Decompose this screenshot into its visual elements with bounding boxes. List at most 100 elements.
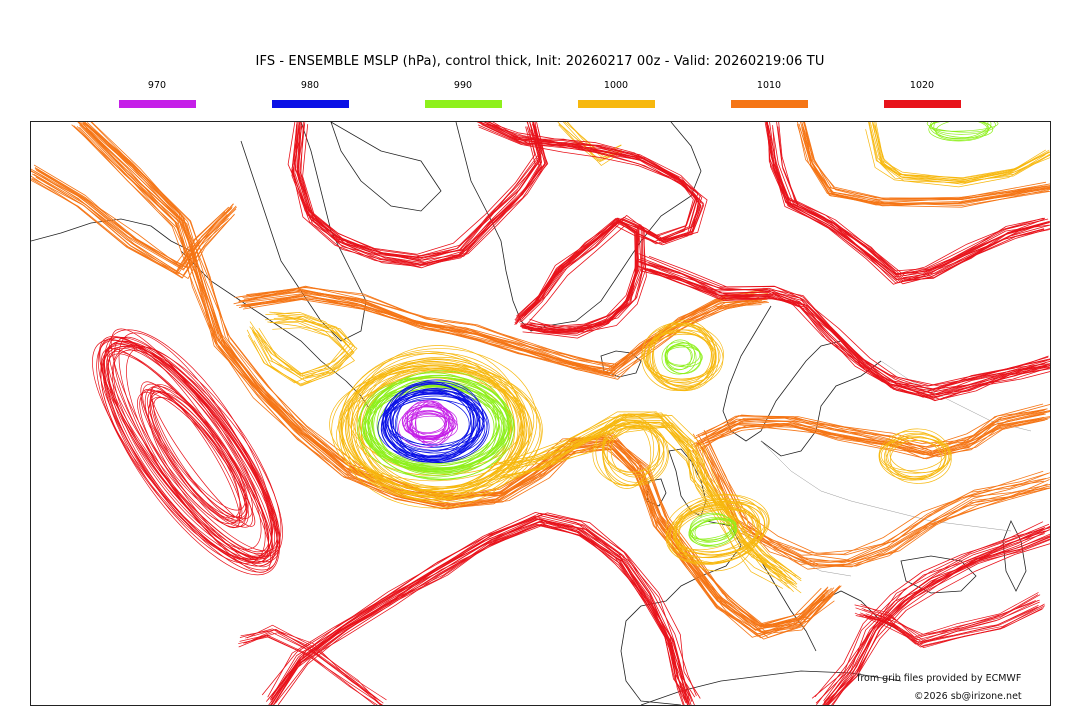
isobar-1020-southeast: [814, 521, 1044, 698]
isobar-1020-greenland-high: [514, 219, 639, 332]
copyright-credit: ©2026 sb@irizone.net: [914, 691, 1022, 702]
isobar-1020-pacific-high: [107, 340, 280, 552]
isobar-1020-canada-high: [294, 128, 542, 267]
isobar-1000-labrador: [257, 320, 354, 383]
isobar-1010-main-band: [78, 122, 832, 626]
isobar-1000-downstream: [501, 424, 790, 589]
coastline-norway: [722, 305, 842, 442]
isobar-1000-atlantic-low: [602, 427, 665, 476]
isobar-1020-mediterranean: [855, 600, 1036, 639]
isobar-1000-northsea-low: [667, 506, 762, 565]
isobar-1020-canada-high: [292, 124, 536, 266]
legend-swatch: [730, 100, 808, 108]
isobar-1000-northsea-low: [675, 508, 760, 556]
isobar-980-iceland-low: [394, 390, 473, 462]
isobar-1020-pacific-high: [110, 328, 274, 568]
isobar-1000-arctic: [875, 122, 1050, 179]
isobar-1020-greenland-north: [486, 123, 702, 244]
legend-swatch: [271, 100, 349, 108]
isobar-1020-azores-inner: [238, 636, 383, 705]
legend-swatch: [118, 100, 196, 108]
isobar-1000-northsea-low: [666, 501, 769, 558]
isobar-1000-atlantic-low: [610, 425, 660, 478]
isobar-1020-scandinavia: [646, 268, 1050, 400]
isobar-1010-north-atlantic: [242, 296, 760, 377]
legend-label: 1000: [603, 80, 629, 91]
isobar-1010-main-band: [80, 122, 833, 628]
isobar-980-iceland-low: [385, 381, 485, 461]
isobar-1020-pacific-high-inner: [140, 381, 241, 529]
isobar-980-iceland-low: [381, 391, 476, 457]
isobar-1020-azores: [273, 523, 689, 705]
legend-swatch: [883, 100, 961, 108]
isobar-1020-southeast: [822, 533, 1045, 705]
isobar-1020-southeast: [823, 536, 1050, 704]
isobar-1000-atlantic-low: [595, 415, 661, 487]
isobar-1020-mediterranean: [865, 608, 1043, 646]
isobar-1020-scandinavia: [638, 260, 1050, 390]
isobar-1000-northsea-low: [665, 494, 770, 559]
isobar-1010-europe: [694, 403, 1044, 444]
isobar-1000-downstream: [490, 411, 781, 574]
isobar-1020-canada-high: [298, 122, 546, 261]
isobar-1000-northsea-low: [672, 505, 748, 551]
isobar-1000-iceland-low: [351, 356, 531, 503]
isobar-1020-pacific-high: [103, 329, 274, 560]
isobar-1020-azores: [272, 524, 690, 705]
isobar-1020-greenland-north: [483, 122, 697, 237]
isobar-1010-europe: [695, 409, 1045, 448]
isobar-1000-iceland-low: [348, 352, 525, 498]
isobar-1020-pacific-high: [113, 336, 269, 564]
isobar-1000-northsea-low: [670, 497, 759, 563]
isobar-1000-north: [566, 122, 622, 156]
isobar-1010-arctic: [799, 127, 1050, 207]
isobar-1020-pacific-high: [100, 344, 280, 576]
isobar-1000-atlantic-low: [592, 422, 668, 486]
isobar-1020-azores-inner: [247, 629, 382, 705]
isobar-1000-russia-low: [885, 440, 946, 480]
legend-item-1010: 1010: [730, 80, 808, 108]
isobar-1010-europe: [691, 413, 1046, 450]
isobar-1010-main-band: [78, 122, 822, 627]
isobar-1020-azores-inner: [245, 628, 381, 702]
isobar-1020-southeast: [831, 535, 1050, 705]
legend-item-970: 970: [118, 80, 196, 108]
isobar-1010-central-europe: [707, 443, 1050, 567]
legend-label: 990: [453, 80, 473, 91]
isobar-1020-mediterranean: [855, 604, 1039, 645]
isobar-1010-arctic: [803, 122, 1050, 205]
isobar-1000-arctic: [872, 123, 1050, 185]
isobar-980-iceland-low: [384, 389, 490, 464]
isobar-1000-russia-low: [883, 432, 952, 484]
isobar-1020-canada-high: [302, 123, 549, 264]
isobar-1020-pacific-high-inner: [139, 389, 247, 528]
isobar-1020-greenland-high: [515, 221, 637, 336]
isobar-1020-azores: [277, 520, 692, 705]
isobar-1020-scandinavia: [648, 255, 1050, 387]
isobar-1010-europe: [695, 419, 1046, 460]
isobar-990-northsea-low: [689, 512, 733, 541]
isobar-1020-arctic: [778, 122, 1050, 277]
legend-label: 980: [300, 80, 320, 91]
legend-swatch: [424, 100, 502, 108]
isobar-1000-downstream: [500, 416, 797, 577]
isobar-990-arctic: [933, 122, 992, 140]
isobar-1020-southeast: [823, 530, 1046, 705]
isobar-1000-iceland-low: [341, 367, 542, 501]
isobar-990-northsea-low: [688, 514, 737, 548]
isobar-1020-azores-inner: [240, 629, 384, 704]
isobar-1010-north-atlantic: [246, 286, 764, 365]
isobar-1020-southeast: [824, 535, 1050, 705]
isobar-990-iceland-low: [376, 376, 500, 470]
isobar-1000-norwegian-low: [641, 322, 714, 391]
isobar-1020-mediterranean: [865, 603, 1045, 648]
isobar-1010-arctic: [804, 122, 1050, 200]
isobar-ensemble: [31, 122, 1050, 705]
isobar-970-iceland-low: [406, 412, 447, 434]
isobar-1000-norwegian-low: [642, 323, 724, 384]
isobar-1020-pacific-high-inner: [149, 391, 247, 518]
isobar-980-iceland-low: [396, 388, 475, 460]
isobar-1020-pacific-high: [107, 348, 262, 550]
isobar-1010-main-band: [84, 122, 829, 627]
isobar-1020-greenland-high: [519, 222, 640, 335]
